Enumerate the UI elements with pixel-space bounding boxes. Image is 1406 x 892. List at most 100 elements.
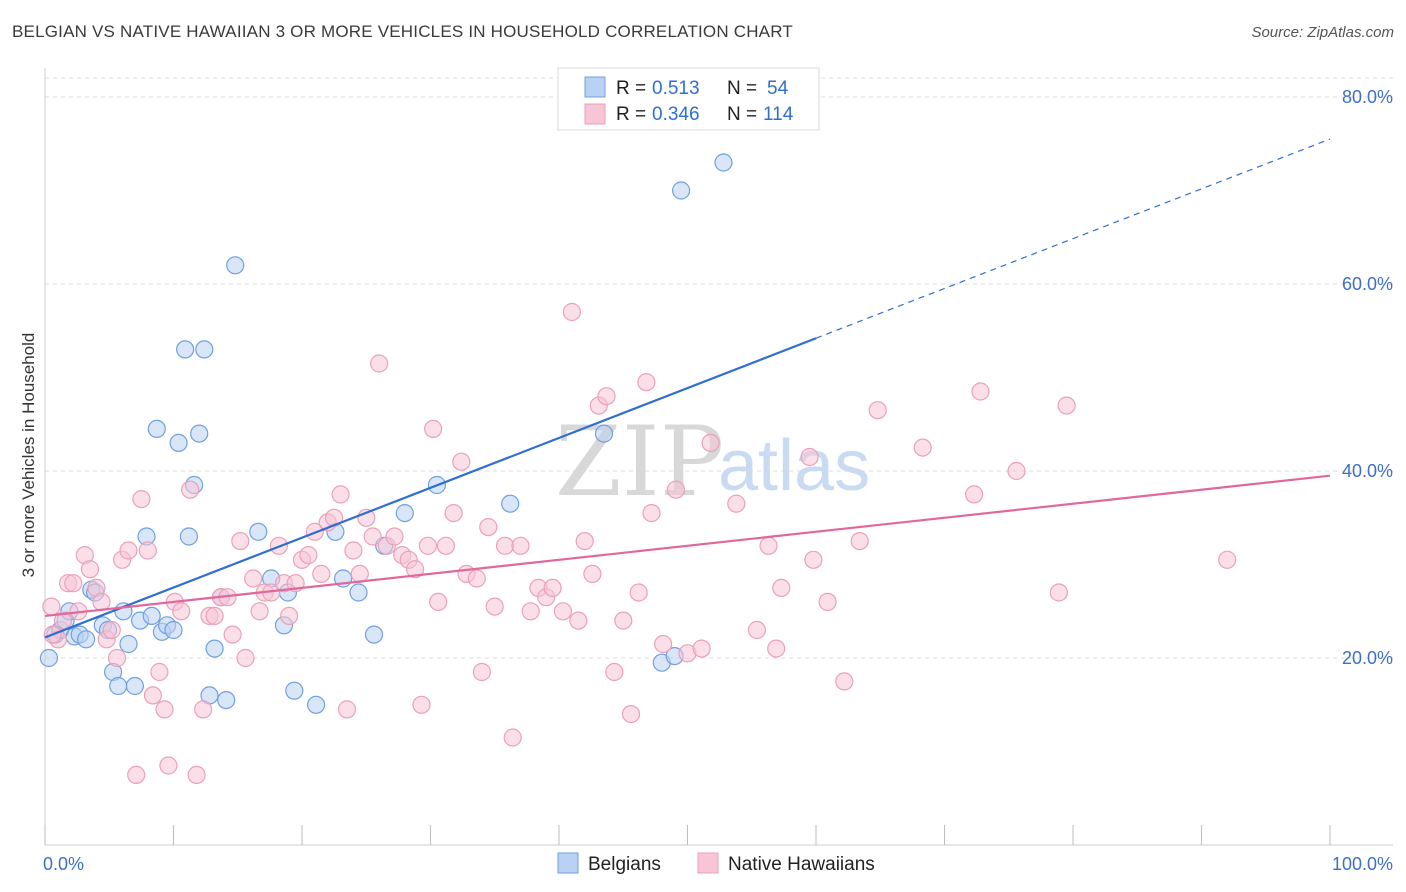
point-1-4 bbox=[64, 574, 83, 593]
point-0-34 bbox=[226, 256, 245, 275]
point-0-52 bbox=[671, 181, 691, 200]
point-0-29 bbox=[195, 340, 214, 359]
point-1-113 bbox=[1057, 396, 1076, 415]
point-1-96 bbox=[701, 433, 720, 452]
chart-title: BELGIAN VS NATIVE HAWAIIAN 3 OR MORE VEH… bbox=[12, 22, 793, 41]
point-1-108 bbox=[913, 438, 932, 457]
bottom-legend-native-hawaiians: Native Hawaiians bbox=[728, 854, 875, 875]
point-1-48 bbox=[331, 485, 350, 504]
point-1-82 bbox=[575, 531, 594, 551]
trend-lines bbox=[44, 138, 1331, 639]
point-1-70 bbox=[479, 517, 498, 537]
point-1-112 bbox=[1049, 583, 1069, 602]
point-1-109 bbox=[964, 485, 984, 504]
legend-r-value-1: 0.513 bbox=[652, 78, 700, 99]
point-1-60 bbox=[412, 695, 431, 714]
bottom-legend-swatch-native-hawaiians bbox=[697, 852, 719, 874]
point-1-78 bbox=[543, 578, 562, 598]
series-native-hawaiians bbox=[42, 302, 1237, 785]
x-tick-label-max: 100.0% bbox=[1332, 854, 1393, 874]
point-1-83 bbox=[583, 564, 602, 584]
point-1-40 bbox=[280, 606, 299, 626]
point-1-103 bbox=[804, 550, 823, 569]
point-0-23 bbox=[164, 620, 183, 640]
point-1-15 bbox=[127, 765, 146, 785]
point-1-66 bbox=[452, 452, 471, 471]
point-0-20 bbox=[147, 419, 166, 438]
point-1-91 bbox=[642, 503, 661, 523]
point-0-53 bbox=[714, 153, 733, 172]
series-belgians bbox=[39, 153, 733, 714]
point-0-0 bbox=[39, 648, 59, 668]
point-1-11 bbox=[102, 620, 121, 640]
point-1-114 bbox=[1218, 550, 1237, 569]
point-1-7 bbox=[80, 560, 100, 579]
point-1-54 bbox=[370, 354, 389, 373]
y-axis-label: 3 or more Vehicles in Household bbox=[19, 333, 38, 578]
point-0-7 bbox=[76, 630, 96, 649]
point-1-68 bbox=[467, 569, 486, 588]
point-1-50 bbox=[344, 541, 363, 560]
point-1-53 bbox=[363, 527, 382, 546]
trend-line-extension-0 bbox=[815, 138, 1331, 339]
point-1-71 bbox=[485, 597, 504, 616]
point-0-39 bbox=[285, 681, 304, 700]
bottom-legend-swatch-belgians bbox=[557, 852, 579, 874]
point-1-32 bbox=[231, 531, 250, 551]
x-tick-label-min: 0.0% bbox=[43, 854, 84, 874]
legend-n-label-2: N = bbox=[727, 104, 757, 125]
point-0-24 bbox=[169, 433, 188, 452]
point-0-25 bbox=[176, 340, 195, 359]
point-1-90 bbox=[637, 373, 656, 392]
watermark: ZIP atlas bbox=[555, 406, 870, 518]
point-1-35 bbox=[250, 602, 269, 621]
point-0-28 bbox=[190, 424, 209, 443]
axes: 20.0% 40.0% 60.0% 80.0% bbox=[44, 68, 1393, 846]
legend-swatch-belgians bbox=[584, 76, 606, 98]
legend-r-value-2: 0.346 bbox=[652, 104, 700, 125]
trend-line-1 bbox=[44, 474, 1331, 618]
point-1-33 bbox=[236, 648, 255, 668]
watermark-atlas: atlas bbox=[718, 426, 870, 506]
point-0-48 bbox=[501, 494, 520, 513]
y-tick-label-80: 80.0% bbox=[1342, 87, 1393, 107]
point-1-20 bbox=[155, 700, 174, 719]
point-0-16 bbox=[125, 676, 144, 696]
point-1-21 bbox=[159, 756, 178, 775]
point-1-97 bbox=[727, 494, 746, 513]
point-1-43 bbox=[299, 545, 318, 565]
point-1-74 bbox=[511, 536, 530, 555]
point-0-35 bbox=[249, 522, 268, 541]
point-1-49 bbox=[337, 700, 357, 719]
point-0-46 bbox=[395, 503, 414, 523]
trend-line-0 bbox=[44, 337, 817, 639]
legend-n-label-1: N = bbox=[727, 78, 757, 99]
point-1-2 bbox=[53, 611, 73, 630]
point-1-89 bbox=[629, 583, 648, 602]
legend-n-value-2: 114 bbox=[763, 104, 794, 125]
point-1-16 bbox=[132, 490, 151, 509]
point-1-12 bbox=[107, 648, 127, 668]
point-1-99 bbox=[759, 536, 778, 555]
point-0-19 bbox=[142, 606, 161, 626]
point-1-79 bbox=[553, 602, 573, 621]
point-1-104 bbox=[818, 592, 837, 612]
legend-r-label-1: R = bbox=[616, 78, 646, 99]
point-1-92 bbox=[653, 634, 673, 654]
point-1-45 bbox=[312, 564, 331, 584]
point-0-15 bbox=[119, 634, 138, 654]
point-0-26 bbox=[179, 527, 198, 546]
point-1-26 bbox=[194, 700, 213, 719]
point-1-111 bbox=[1007, 461, 1026, 481]
point-1-17 bbox=[138, 541, 157, 560]
top-legend: R = 0.513 N = 54 R = 0.346 N = 114 bbox=[557, 67, 820, 131]
point-1-85 bbox=[597, 387, 616, 406]
point-1-81 bbox=[569, 611, 588, 630]
source-label: Source: ZipAtlas.com bbox=[1251, 24, 1394, 41]
bottom-legend: Belgians Native Hawaiians bbox=[557, 852, 875, 875]
point-1-95 bbox=[692, 639, 711, 658]
point-0-44 bbox=[364, 625, 384, 644]
point-1-31 bbox=[223, 625, 242, 644]
point-1-18 bbox=[143, 686, 162, 705]
